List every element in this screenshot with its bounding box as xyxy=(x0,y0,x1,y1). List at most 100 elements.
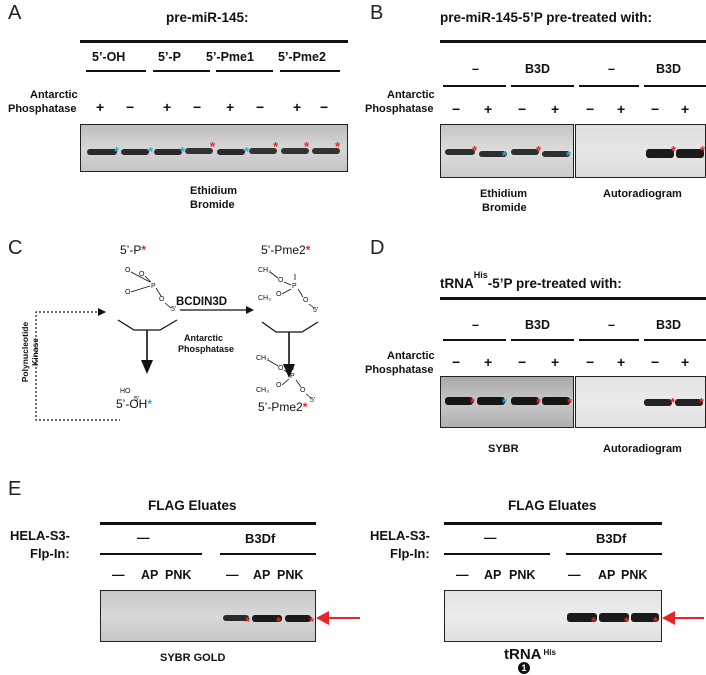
panel-d-caption-right: Autoradiogram xyxy=(603,443,682,455)
panel-d-title-pre: tRNA xyxy=(440,276,474,291)
panel-a-sign-3: + xyxy=(163,99,172,115)
panel-d-group-4: B3D xyxy=(656,318,682,332)
panel-a-group-4: 5’-Pme2 xyxy=(278,50,326,64)
band xyxy=(121,149,149,155)
kinase-dotted-path xyxy=(35,311,120,421)
panel-e-left-lane-2: AP xyxy=(141,568,159,582)
panel-b-sign-4: + xyxy=(551,101,560,117)
panel-d-group-line-3 xyxy=(579,339,639,341)
panel-a-gel xyxy=(80,124,348,172)
chem-ho: HO xyxy=(120,388,131,395)
band xyxy=(676,149,704,158)
panel-label-a: A xyxy=(8,2,22,24)
panel-b-sign-3: − xyxy=(518,101,527,117)
red-asterisk: * xyxy=(245,614,251,629)
chem-o: O xyxy=(139,271,145,278)
blue-asterisk: * xyxy=(502,395,508,410)
panel-b-sign-7: − xyxy=(651,101,660,117)
panel-b-group-line-3 xyxy=(579,85,639,87)
blue-asterisk: * xyxy=(244,144,250,159)
panel-e-left-title: FLAG Eluates xyxy=(148,498,237,513)
band xyxy=(631,613,659,622)
panel-d-group-line-4 xyxy=(644,339,706,341)
panel-a-sign-6: − xyxy=(256,99,265,115)
panel-a-group-1: 5’-OH xyxy=(92,50,126,64)
chem-ch3: CH₃ xyxy=(258,267,271,274)
red-asterisk: * xyxy=(536,395,542,410)
band xyxy=(542,151,570,157)
panel-e-right-title-line xyxy=(444,522,662,525)
panel-a-sign-2: − xyxy=(126,99,135,115)
panel-b-title: pre-miR-145-5’P pre-treated with: xyxy=(440,10,653,25)
panel-c-enzyme: BCDIN3D xyxy=(176,296,228,308)
panel-a-caption-1: Ethidium xyxy=(190,185,238,197)
panel-d-caption-left: SYBR xyxy=(488,443,519,455)
band xyxy=(312,148,340,154)
chem-ch3: CH₃ xyxy=(258,295,271,302)
blue-asterisk: * xyxy=(180,144,186,159)
red-asterisk: * xyxy=(304,139,310,154)
band xyxy=(285,615,311,622)
panel-label-d: D xyxy=(370,237,385,259)
panel-a-caption-2: Bromide xyxy=(190,199,235,211)
panel-c-scheme: O O P O O 5’ HO 5’ CH₃ O P CH₃ O O 5’ xyxy=(35,267,319,421)
panel-e-right-group-1: — xyxy=(484,531,497,545)
panel-b-group-line-2 xyxy=(511,85,574,87)
chem-o: O xyxy=(276,291,282,298)
panel-d-sign-7: − xyxy=(651,354,660,370)
panel-c-bottom-left-label: 5’-OH* xyxy=(116,397,153,411)
chem-5: 5’ xyxy=(310,397,316,404)
chem-ch3: CH₃ xyxy=(256,387,269,394)
panel-d-gel-autoradiogram xyxy=(575,376,706,428)
red-asterisk: * xyxy=(671,143,677,158)
panel-e-right-arrow-icon xyxy=(662,611,704,625)
panel-a-group-line-2 xyxy=(153,70,210,72)
panel-c-bottom-right-label: 5’-Pme2* xyxy=(258,400,308,414)
red-asterisk: * xyxy=(309,614,315,629)
panel-e-left-group-1: — xyxy=(137,531,150,545)
red-asterisk: * xyxy=(567,395,573,410)
panel-e-right-gel xyxy=(444,590,662,642)
panel-a-title-line xyxy=(80,40,348,43)
band xyxy=(542,397,570,405)
red-asterisk: * xyxy=(335,139,341,154)
red-asterisk: * xyxy=(700,143,706,158)
panel-a-sign-1: + xyxy=(96,99,105,115)
panel-e-right-title: FLAG Eluates xyxy=(508,498,597,513)
panel-b-row-label-1: Antarctic xyxy=(387,89,435,101)
panel-e-left-group-line-1 xyxy=(100,553,202,555)
panel-d-sign-6: + xyxy=(617,354,626,370)
panel-a-group-3: 5’-Pme1 xyxy=(206,50,254,64)
red-asterisk: * xyxy=(624,614,630,629)
red-asterisk: * xyxy=(273,139,279,154)
panel-a-sign-8: − xyxy=(320,99,329,115)
panel-d-sign-2: + xyxy=(484,354,493,370)
phosphate-structure: O O P O O 5’ xyxy=(125,267,177,313)
panel-e-left-lane-5: AP xyxy=(253,568,271,582)
panel-e-left-lane-6: PNK xyxy=(277,568,304,582)
panel-d-title-line xyxy=(440,297,706,300)
band xyxy=(185,148,213,154)
band xyxy=(445,149,475,155)
panel-d-title-sup: His xyxy=(473,270,488,280)
chem-o: O xyxy=(278,365,284,372)
panel-c-treatment-2: Phosphatase xyxy=(178,344,235,354)
panel-a-group-line-1 xyxy=(86,70,146,72)
badge-text: 1 xyxy=(521,663,527,673)
panel-b-gel-ethidium xyxy=(440,124,574,178)
panel-e-left-lane-1: — xyxy=(112,568,125,582)
chem-5: 5’ xyxy=(134,396,140,403)
panel-d-group-3: – xyxy=(608,318,615,332)
sugar-ring xyxy=(117,319,178,331)
band xyxy=(87,149,117,155)
panel-d-row-label-2: Phosphatase xyxy=(365,364,434,376)
panel-b-sign-6: + xyxy=(617,101,626,117)
panel-a-sign-4: − xyxy=(193,99,202,115)
panel-e-right-cell-1: HELA-S3- xyxy=(370,528,430,543)
panel-b-group-line-1 xyxy=(443,85,506,87)
chem-o: O xyxy=(125,289,131,296)
chem-o: O xyxy=(303,297,309,304)
chem-o: O xyxy=(159,296,165,303)
panel-e-right-lane-2: AP xyxy=(484,568,502,582)
panel-e-right-cell-2: Flp-In: xyxy=(390,546,430,561)
